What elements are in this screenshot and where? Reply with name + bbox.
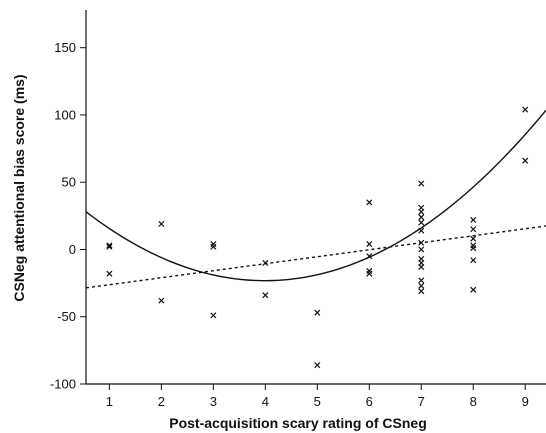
data-point <box>366 267 373 275</box>
data-point <box>470 242 477 249</box>
data-point <box>262 259 269 266</box>
y-tick-label: 100 <box>54 107 76 122</box>
data-point <box>470 216 477 223</box>
data-point <box>210 243 217 250</box>
x-axis-title: Post-acquisition scary rating of CSneg <box>169 415 427 431</box>
linear-fit-line <box>86 225 546 289</box>
data-point <box>210 312 217 319</box>
axes: -100 -50 0 50 100 150 1 2 3 4 5 6 7 8 9 <box>50 10 546 409</box>
data-point <box>418 263 425 270</box>
data-points <box>106 106 529 369</box>
data-point <box>470 286 477 293</box>
y-tick-label: 150 <box>54 40 76 55</box>
data-point <box>366 270 373 277</box>
data-point <box>210 241 217 248</box>
data-point <box>106 243 113 250</box>
data-point <box>418 227 425 234</box>
x-tick-label: 6 <box>366 394 373 409</box>
x-tick-label: 2 <box>158 394 165 409</box>
data-point <box>314 309 321 316</box>
data-point <box>470 235 477 242</box>
y-tick-label: -100 <box>50 377 76 392</box>
x-tick-label: 7 <box>418 394 425 409</box>
data-point <box>418 214 425 221</box>
data-point <box>106 270 113 277</box>
data-point <box>366 253 373 260</box>
y-axis-title: CSNeg attentional bias score (ms) <box>11 74 27 301</box>
x-tick-label: 9 <box>522 394 529 409</box>
data-point <box>158 220 165 227</box>
data-point <box>522 106 529 113</box>
data-point <box>418 246 425 253</box>
data-point <box>106 242 113 249</box>
x-tick-label: 4 <box>262 394 269 409</box>
data-point <box>158 297 165 304</box>
quadratic-fit-line <box>86 109 546 282</box>
data-point <box>522 157 529 164</box>
fit-lines <box>86 109 546 289</box>
y-tick-label: 0 <box>69 242 76 257</box>
x-tick-label: 1 <box>106 394 113 409</box>
y-tick-label: 50 <box>62 175 76 190</box>
data-point <box>418 208 425 215</box>
data-point <box>470 226 477 233</box>
x-tick-label: 5 <box>314 394 321 409</box>
data-point <box>418 239 425 246</box>
data-point <box>418 219 425 226</box>
x-tick-label: 8 <box>470 394 477 409</box>
x-tick-label: 3 <box>210 394 217 409</box>
data-point <box>314 362 321 369</box>
data-point <box>366 241 373 248</box>
data-point <box>418 277 425 284</box>
data-point <box>418 180 425 187</box>
y-tick-label: -50 <box>57 309 76 324</box>
data-point <box>418 282 425 289</box>
data-point <box>470 245 477 252</box>
data-point <box>418 288 425 295</box>
data-point <box>262 292 269 299</box>
data-point <box>470 257 477 264</box>
data-point <box>366 199 373 206</box>
